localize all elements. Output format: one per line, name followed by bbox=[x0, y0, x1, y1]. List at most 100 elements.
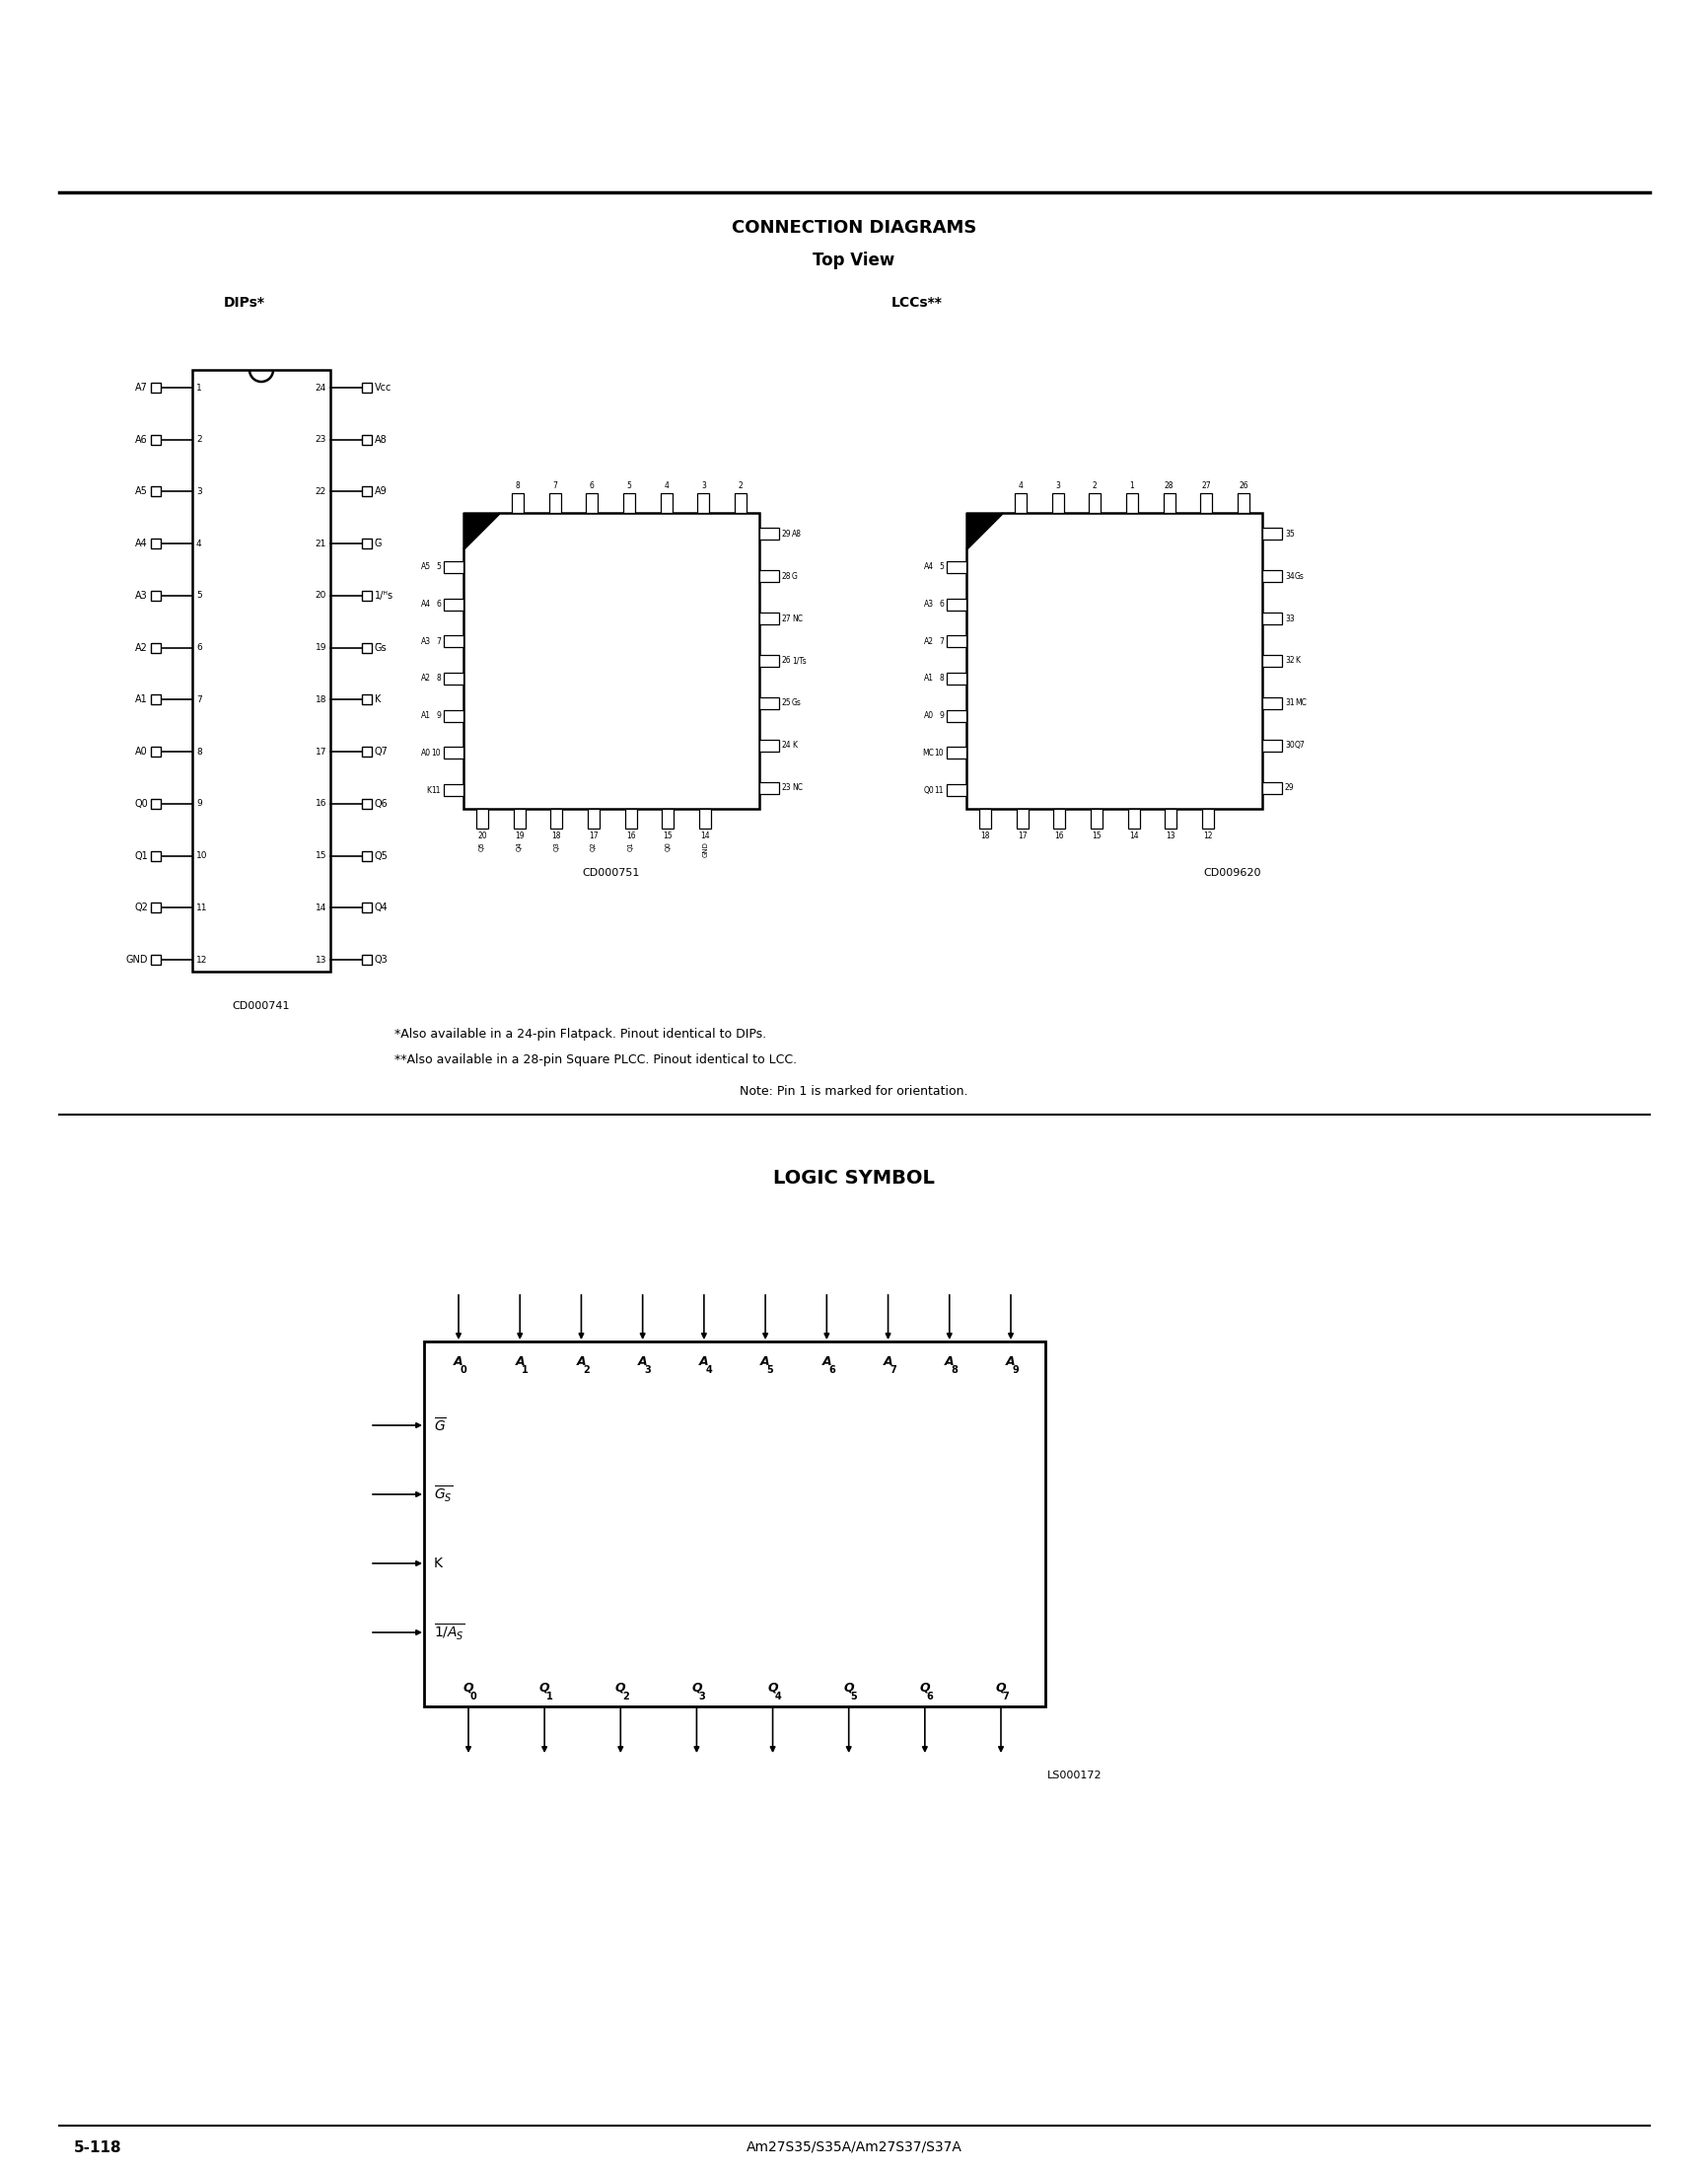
Text: A7: A7 bbox=[135, 382, 149, 393]
Text: 4: 4 bbox=[196, 538, 202, 549]
Bar bbox=[150, 903, 161, 914]
Bar bbox=[1163, 493, 1175, 512]
Text: A5: A5 bbox=[420, 562, 430, 571]
Text: Q4: Q4 bbox=[374, 903, 388, 914]
Bar bbox=[150, 694, 161, 705]
Bar bbox=[758, 740, 779, 751]
Text: A4: A4 bbox=[420, 599, 430, 608]
Text: 26: 26 bbox=[1238, 482, 1247, 490]
Text: A: A bbox=[699, 1356, 709, 1367]
Text: Q: Q bbox=[615, 1682, 625, 1695]
Text: Gs: Gs bbox=[1295, 573, 1303, 582]
Text: A: A bbox=[576, 1356, 586, 1367]
Bar bbox=[362, 590, 372, 601]
Text: 2: 2 bbox=[738, 482, 743, 490]
Text: DIPs*: DIPs* bbox=[224, 295, 265, 310]
Text: CD009620: CD009620 bbox=[1202, 868, 1261, 879]
Text: A5: A5 bbox=[135, 486, 149, 497]
Bar bbox=[1262, 612, 1281, 625]
Bar bbox=[1237, 493, 1249, 512]
Bar bbox=[150, 851, 161, 861]
Bar bbox=[758, 527, 779, 540]
Text: Q6: Q6 bbox=[374, 799, 388, 809]
Text: Q: Q bbox=[919, 1682, 929, 1695]
Text: 32: 32 bbox=[1284, 655, 1293, 666]
Text: 4: 4 bbox=[705, 1365, 712, 1376]
Bar bbox=[1262, 655, 1281, 666]
Text: **Also available in a 28-pin Square PLCC. Pinout identical to LCC.: **Also available in a 28-pin Square PLCC… bbox=[395, 1052, 796, 1065]
Text: 5: 5 bbox=[767, 1365, 774, 1376]
Bar bbox=[588, 809, 600, 829]
Bar bbox=[1262, 571, 1281, 582]
Text: 30: 30 bbox=[1284, 740, 1295, 751]
Bar bbox=[946, 783, 965, 796]
Bar bbox=[362, 799, 372, 809]
Text: 4: 4 bbox=[664, 482, 668, 490]
Bar bbox=[362, 851, 372, 861]
Bar bbox=[1199, 493, 1211, 512]
Bar bbox=[362, 486, 372, 497]
Text: 26: 26 bbox=[782, 655, 791, 666]
Text: 19: 19 bbox=[314, 642, 326, 653]
Text: A: A bbox=[454, 1356, 463, 1367]
Text: G: G bbox=[791, 573, 798, 582]
Text: A: A bbox=[822, 1356, 832, 1367]
Bar bbox=[734, 493, 746, 512]
Text: 10: 10 bbox=[196, 851, 207, 859]
Text: 29: 29 bbox=[782, 529, 791, 538]
Text: 1: 1 bbox=[196, 384, 202, 393]
Text: Q0: Q0 bbox=[922, 786, 933, 794]
Bar bbox=[477, 809, 488, 829]
Text: 34: 34 bbox=[1284, 573, 1295, 582]
Text: 2: 2 bbox=[582, 1365, 589, 1376]
Text: 6: 6 bbox=[196, 642, 202, 653]
Text: K: K bbox=[791, 740, 796, 751]
Text: A9: A9 bbox=[374, 486, 388, 497]
Text: 8: 8 bbox=[514, 482, 519, 490]
Text: A6: A6 bbox=[135, 434, 149, 445]
Bar bbox=[1262, 697, 1281, 710]
Text: 17: 17 bbox=[314, 746, 326, 755]
Text: 15: 15 bbox=[1091, 831, 1100, 840]
Text: Gs: Gs bbox=[791, 699, 801, 707]
Text: 6: 6 bbox=[828, 1365, 835, 1376]
Text: Q: Q bbox=[463, 1682, 473, 1695]
Text: GND: GND bbox=[126, 955, 149, 966]
Bar bbox=[150, 486, 161, 497]
Text: 28: 28 bbox=[1163, 482, 1173, 490]
Text: CONNECTION DIAGRAMS: CONNECTION DIAGRAMS bbox=[731, 219, 975, 237]
Bar bbox=[661, 809, 673, 829]
Text: 9: 9 bbox=[938, 712, 943, 720]
Text: 15: 15 bbox=[314, 851, 326, 859]
Bar bbox=[150, 799, 161, 809]
Bar bbox=[697, 493, 709, 512]
Bar bbox=[150, 590, 161, 601]
Text: 8: 8 bbox=[196, 746, 202, 755]
Text: G̅s: G̅s bbox=[374, 642, 388, 653]
Text: 4: 4 bbox=[774, 1693, 781, 1701]
Text: 25: 25 bbox=[782, 699, 791, 707]
Text: 6: 6 bbox=[436, 599, 441, 608]
Bar bbox=[1016, 809, 1028, 829]
Text: 17: 17 bbox=[589, 831, 598, 840]
Bar bbox=[758, 655, 779, 666]
Text: A0: A0 bbox=[420, 749, 430, 757]
Text: 24: 24 bbox=[782, 740, 791, 751]
Text: 31: 31 bbox=[1284, 699, 1293, 707]
Text: 33: 33 bbox=[1284, 614, 1295, 623]
Text: 5: 5 bbox=[851, 1693, 856, 1701]
Text: 23: 23 bbox=[314, 436, 326, 445]
Text: Am27S35/S35A/Am27S37/S37A: Am27S35/S35A/Am27S37/S37A bbox=[746, 2140, 962, 2155]
Text: 16: 16 bbox=[1054, 831, 1064, 840]
Text: 11: 11 bbox=[196, 903, 207, 911]
Bar bbox=[758, 571, 779, 582]
Bar bbox=[550, 809, 562, 829]
Text: A3: A3 bbox=[135, 590, 149, 601]
Text: A1: A1 bbox=[135, 694, 149, 705]
Text: A: A bbox=[1006, 1356, 1015, 1367]
Text: 18: 18 bbox=[552, 831, 560, 840]
Text: Q: Q bbox=[767, 1682, 777, 1695]
Bar bbox=[1201, 809, 1213, 829]
Text: A1: A1 bbox=[420, 712, 430, 720]
Text: *Also available in a 24-pin Flatpack. Pinout identical to DIPs.: *Also available in a 24-pin Flatpack. Pi… bbox=[395, 1029, 765, 1042]
